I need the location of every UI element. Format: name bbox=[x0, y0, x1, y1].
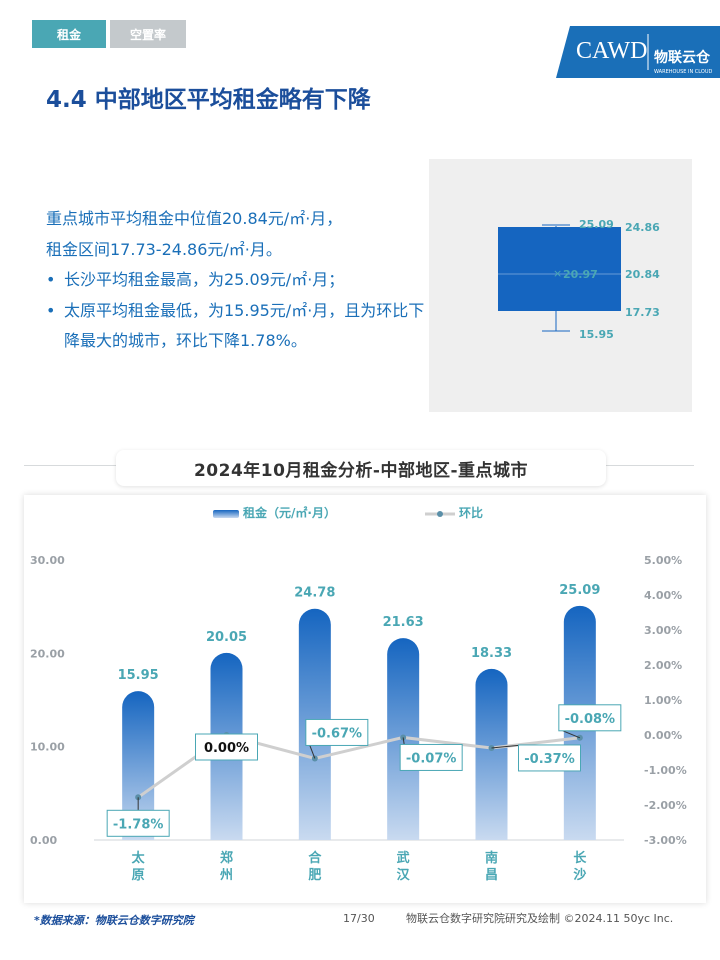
y-right-tick: -3.00% bbox=[644, 834, 687, 847]
bar-value-label: 21.63 bbox=[383, 615, 424, 630]
y-right-tick: 4.00% bbox=[644, 589, 682, 602]
boxplot-median-label: 20.84 bbox=[625, 268, 660, 281]
section-divider-left bbox=[24, 465, 124, 466]
y-left-tick: 20.00 bbox=[30, 647, 65, 660]
mom-label: -0.08% bbox=[565, 712, 616, 727]
bar-value-label: 20.05 bbox=[206, 630, 247, 645]
mom-marker bbox=[488, 744, 495, 751]
y-left-tick: 30.00 bbox=[30, 554, 65, 567]
mom-label: -0.07% bbox=[406, 751, 457, 766]
summary-line-1: 重点城市平均租金中位值20.84元/㎡·月， bbox=[46, 209, 343, 228]
y-right-tick: 0.00% bbox=[644, 729, 682, 742]
tab-vacancy[interactable]: 空置率 bbox=[110, 20, 186, 48]
bar-value-label: 25.09 bbox=[559, 583, 600, 598]
bar-value-label: 24.78 bbox=[294, 586, 335, 601]
y-right-tick: -1.00% bbox=[644, 764, 687, 777]
y-left-tick: 0.00 bbox=[30, 834, 57, 847]
chart-panel: 租金（元/㎡·月） 环比 0.00 10.00 20.00 30.00 -3.00% -2.0… bbox=[24, 495, 706, 903]
x-tick-label: 郑州 bbox=[219, 850, 233, 883]
y-right-tick: 2.00% bbox=[644, 659, 682, 672]
y-right-tick: 5.00% bbox=[644, 554, 682, 567]
mom-label-box bbox=[305, 718, 369, 746]
boxplot-panel: × 25.09 24.86 20.97 20.84 17.73 15.95 bbox=[429, 159, 692, 412]
page-number: 17/30 bbox=[343, 912, 375, 925]
mom-label-box bbox=[558, 704, 622, 732]
x-tick-label: 南昌 bbox=[485, 850, 498, 883]
mom-label-box bbox=[106, 809, 170, 837]
mom-label-box bbox=[518, 744, 581, 772]
summary-text: 重点城市平均租金中位值20.84元/㎡·月， 租金区间17.73-24.86元/… bbox=[46, 204, 426, 357]
y-right-tick: -2.00% bbox=[644, 799, 687, 812]
boxplot-box bbox=[498, 227, 621, 311]
mom-label-leader bbox=[562, 730, 581, 739]
tab-rent[interactable]: 租金 bbox=[32, 20, 106, 48]
boxplot-min-label: 15.95 bbox=[579, 328, 614, 341]
mom-label-leader bbox=[309, 745, 316, 759]
rent-chart: 租金（元/㎡·月） 环比 0.00 10.00 20.00 30.00 -3.00% -2.0… bbox=[30, 505, 687, 883]
boxplot-q3-label: 24.86 bbox=[625, 221, 660, 234]
boxplot-max-label: 25.09 bbox=[579, 218, 614, 231]
section-divider-right bbox=[598, 465, 694, 466]
x-tick-label: 合肥 bbox=[308, 850, 322, 883]
bar-value-label: 15.95 bbox=[118, 668, 159, 683]
legend-line-label: 环比 bbox=[459, 505, 483, 520]
logo-sub: WAREHOUSE IN CLOUD bbox=[654, 69, 712, 75]
page-title: 4.4 中部地区平均租金略有下降 bbox=[46, 87, 371, 113]
data-source: *数据来源：物联云仓数字研究院 bbox=[34, 914, 194, 927]
mom-label: -0.37% bbox=[524, 752, 575, 767]
y-right-tick: 1.00% bbox=[644, 694, 682, 707]
summary-line-2: 租金区间17.73-24.86元/㎡·月。 bbox=[46, 239, 282, 259]
legend-line-marker bbox=[437, 511, 443, 517]
logo-brand: CAWD bbox=[576, 38, 647, 64]
mom-label-box bbox=[195, 733, 258, 761]
boxplot-q1-label: 17.73 bbox=[625, 306, 660, 319]
mom-label-leader bbox=[402, 737, 405, 745]
mom-label-leader bbox=[491, 744, 523, 749]
x-tick-label: 武汉 bbox=[397, 850, 411, 883]
section-title: 2024年10月租金分析-中部地区-重点城市 bbox=[116, 450, 606, 486]
copyright: 物联云仓数字研究院研究及绘制 ©2024.11 50yc Inc. bbox=[406, 912, 674, 925]
legend-bar-swatch bbox=[213, 510, 239, 518]
bar bbox=[122, 691, 155, 840]
boxplot-mean-marker: × bbox=[553, 267, 562, 280]
summary-bullet-2: 太原平均租金最低，为15.95元/㎡·月，且为环比下降最大的城市，环比下降1.7… bbox=[46, 296, 426, 357]
bar-value-label: 18.33 bbox=[471, 646, 512, 661]
mom-label: 0.00% bbox=[204, 741, 249, 756]
bar bbox=[475, 668, 508, 840]
legend-bar-label: 租金（元/㎡·月） bbox=[243, 505, 336, 520]
mom-label: -0.67% bbox=[312, 726, 363, 741]
mom-label-box bbox=[399, 743, 463, 771]
y-right-tick: 3.00% bbox=[644, 624, 682, 637]
x-tick-label: 太原 bbox=[131, 850, 146, 883]
y-left-tick: 10.00 bbox=[30, 741, 65, 754]
cawd-logo: CAWD 物联云仓 WAREHOUSE IN CLOUD bbox=[556, 26, 720, 78]
x-tick-label: 长沙 bbox=[573, 850, 587, 883]
boxplot-mean-label: 20.97 bbox=[563, 268, 598, 281]
summary-bullet-1: 长沙平均租金最高，为25.09元/㎡·月； bbox=[46, 265, 426, 296]
boxplot: × 25.09 24.86 20.97 20.84 17.73 15.95 bbox=[498, 218, 660, 341]
mom-label: -1.78% bbox=[113, 817, 164, 832]
logo-name: 物联云仓 bbox=[654, 49, 711, 66]
